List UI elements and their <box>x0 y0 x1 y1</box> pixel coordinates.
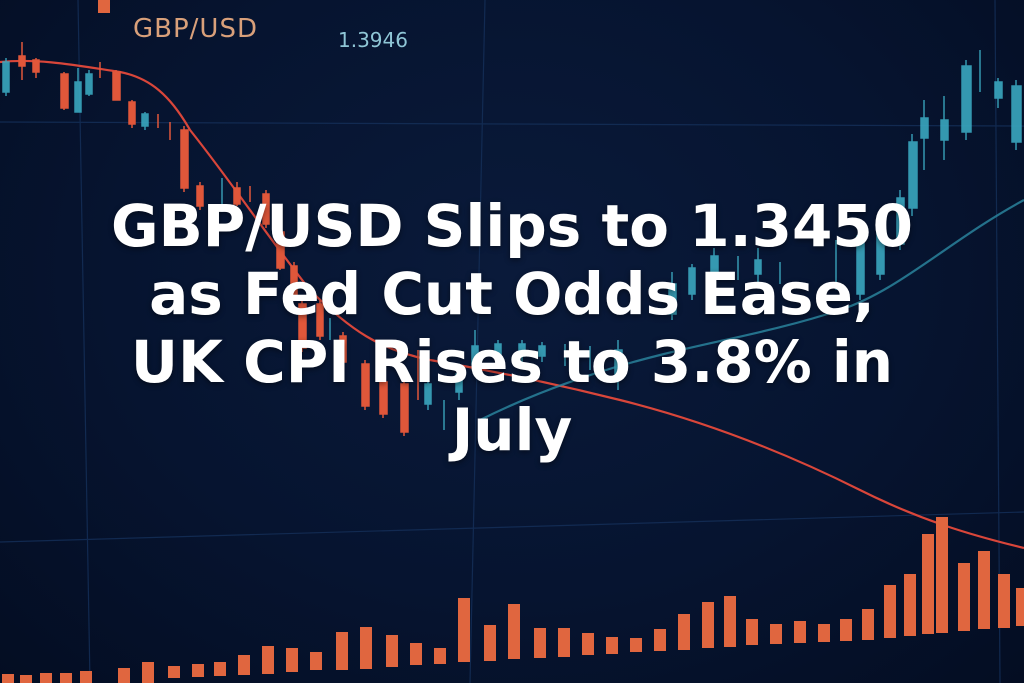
headline-line-4: July <box>451 396 573 464</box>
bullish-candles <box>2 50 1022 430</box>
current-price-label: 1.3946 <box>338 28 408 52</box>
headline-line-1: GBP/USD Slips to 1.3450 <box>110 192 914 260</box>
headline-line-3: UK CPI Rises to 3.8% in <box>130 328 894 396</box>
red-moving-average <box>0 59 1024 550</box>
currency-pair-label: GBP/USD <box>133 14 258 44</box>
teal-moving-average <box>479 199 1024 421</box>
headline: GBP/USD Slips to 1.3450 as Fed Cut Odds … <box>0 192 1024 464</box>
headline-line-2: as Fed Cut Odds Ease, <box>149 260 875 328</box>
bearish-candles <box>18 42 419 436</box>
